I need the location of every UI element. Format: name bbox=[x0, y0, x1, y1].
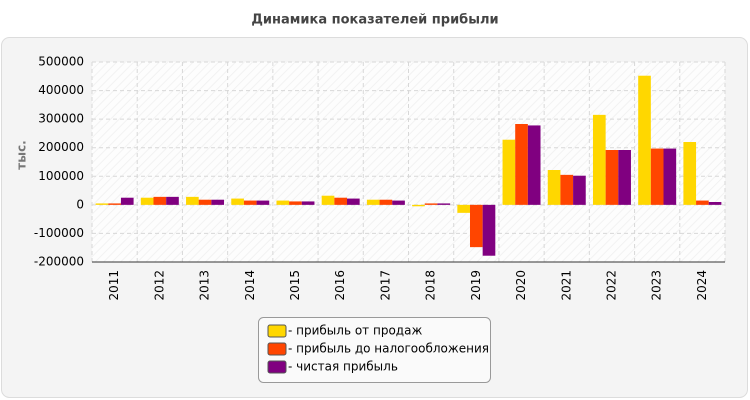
x-tick-label: 2020 bbox=[514, 270, 528, 301]
bar bbox=[683, 142, 697, 205]
x-tick-label: 2016 bbox=[333, 270, 347, 301]
bar bbox=[592, 114, 606, 205]
bar bbox=[231, 198, 244, 205]
bar bbox=[663, 148, 677, 205]
bar bbox=[708, 202, 722, 205]
bar bbox=[256, 200, 270, 205]
bar bbox=[166, 196, 179, 205]
bar bbox=[457, 204, 470, 213]
bar bbox=[243, 200, 257, 205]
y-tick-label: -200000 bbox=[34, 255, 84, 269]
bar bbox=[412, 204, 425, 207]
bar bbox=[186, 196, 199, 205]
bar bbox=[366, 199, 380, 205]
legend-swatch bbox=[267, 324, 287, 338]
bar bbox=[515, 124, 528, 205]
bar bbox=[573, 175, 586, 205]
y-tick-label: 300000 bbox=[38, 112, 84, 126]
bar bbox=[437, 203, 451, 205]
x-tick-label: 2017 bbox=[378, 270, 392, 301]
bar bbox=[321, 195, 335, 205]
bar bbox=[696, 200, 709, 205]
x-tick-label: 2011 bbox=[107, 270, 121, 301]
bar bbox=[95, 203, 109, 205]
bar bbox=[424, 203, 438, 205]
x-tick-label: 2015 bbox=[288, 270, 302, 301]
bar bbox=[560, 174, 574, 205]
bar bbox=[547, 170, 561, 205]
x-tick-label: 2024 bbox=[695, 270, 709, 301]
bar bbox=[198, 199, 212, 205]
bar bbox=[153, 196, 167, 205]
bar bbox=[392, 200, 405, 205]
bar bbox=[482, 204, 496, 256]
bar bbox=[605, 150, 619, 205]
x-tick-label: 2022 bbox=[604, 270, 618, 301]
legend-label: - прибыль от продаж bbox=[288, 324, 422, 338]
x-tick-label: 2012 bbox=[152, 270, 166, 301]
bar bbox=[301, 201, 315, 205]
y-tick-label: 400000 bbox=[38, 83, 84, 97]
x-tick-label: 2021 bbox=[559, 270, 573, 301]
bar bbox=[140, 197, 154, 205]
legend-swatch bbox=[267, 360, 287, 374]
bar bbox=[618, 150, 631, 205]
x-tick-label: 2023 bbox=[650, 270, 664, 301]
y-tick-label: 500000 bbox=[38, 55, 84, 69]
bar bbox=[334, 197, 348, 205]
bar bbox=[527, 125, 541, 205]
bar bbox=[276, 200, 290, 205]
bar bbox=[650, 148, 664, 205]
x-tick-label: 2014 bbox=[243, 270, 257, 301]
bar bbox=[289, 201, 302, 205]
x-tick-label: 2019 bbox=[469, 270, 483, 301]
y-tick-label: -100000 bbox=[34, 226, 84, 240]
x-tick-label: 2013 bbox=[198, 270, 212, 301]
bar bbox=[638, 75, 651, 205]
y-tick-label: 200000 bbox=[38, 140, 84, 154]
legend-label: - чистая прибыль bbox=[288, 360, 398, 374]
legend bbox=[258, 317, 491, 383]
bar bbox=[347, 198, 360, 205]
legend-swatch bbox=[267, 342, 287, 356]
bar bbox=[502, 139, 516, 205]
bar bbox=[469, 204, 483, 248]
legend-label: - прибыль до налогообложения bbox=[288, 342, 489, 356]
x-tick-label: 2018 bbox=[424, 270, 438, 301]
bar bbox=[120, 197, 134, 205]
bar bbox=[211, 199, 225, 205]
bar bbox=[379, 199, 393, 205]
chart-title: Динамика показателей прибыли bbox=[251, 13, 498, 28]
y-tick-label: 100000 bbox=[38, 169, 84, 183]
y-axis-label: тыс. bbox=[15, 140, 29, 169]
bar bbox=[108, 203, 121, 205]
y-tick-label: 0 bbox=[76, 197, 84, 211]
